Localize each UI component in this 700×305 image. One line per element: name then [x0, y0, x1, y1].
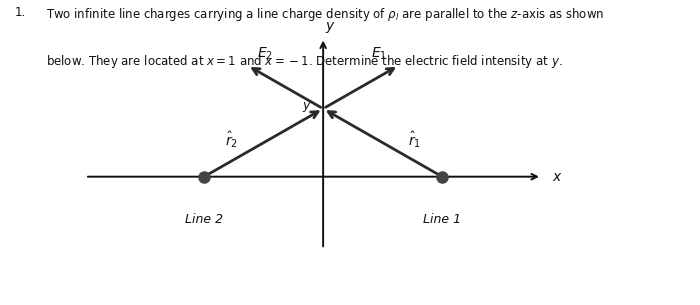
Text: $x$: $x$ — [552, 170, 562, 184]
Text: 1.: 1. — [14, 6, 25, 19]
Text: $E_1$: $E_1$ — [371, 46, 387, 63]
Text: $y$: $y$ — [326, 20, 336, 35]
Text: Line 1: Line 1 — [423, 213, 461, 226]
Text: Two infinite line charges carrying a line charge density of $\rho_l$ are paralle: Two infinite line charges carrying a lin… — [46, 6, 605, 23]
Text: $\hat{r}_1$: $\hat{r}_1$ — [408, 129, 421, 150]
Text: $E_2$: $E_2$ — [257, 46, 273, 63]
Text: Line 2: Line 2 — [185, 213, 223, 226]
Text: below. They are located at $x = 1$ and $x = -1$. Determine the electric field in: below. They are located at $x = 1$ and $… — [46, 53, 563, 70]
Text: $\hat{r}_2$: $\hat{r}_2$ — [225, 129, 238, 150]
Text: $y$: $y$ — [302, 100, 312, 114]
